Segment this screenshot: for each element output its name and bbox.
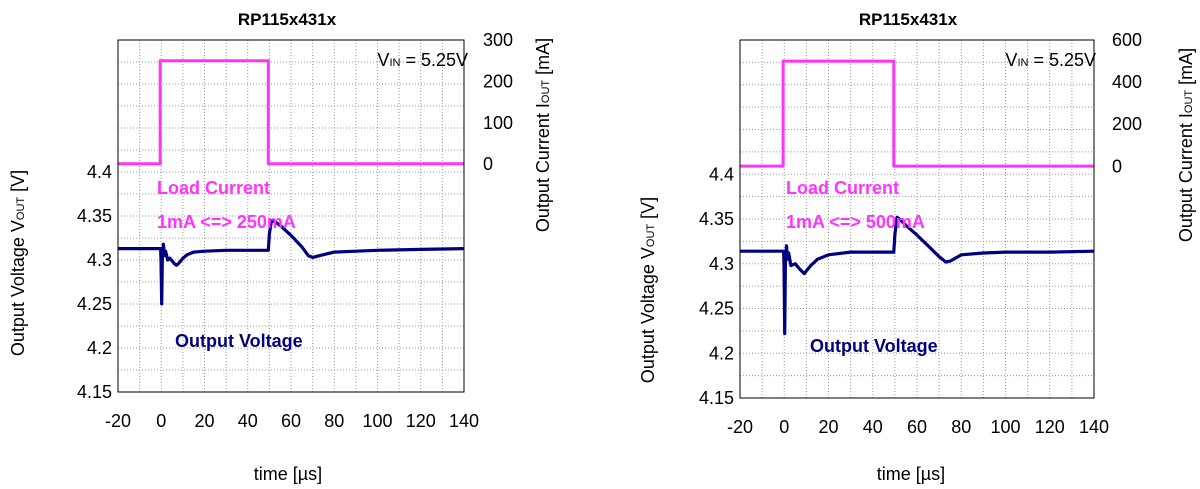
series-line-output-voltage (740, 215, 1095, 336)
x-tick-label: 120 (1035, 417, 1065, 437)
y-left-tick-label: 4.3 (87, 250, 112, 270)
annotation-load-current: Load Current (157, 178, 270, 198)
x-tick-label: 80 (951, 417, 971, 437)
y-right-tick-label: 600 (1112, 30, 1142, 50)
annotation-load-current: Load Current (786, 178, 899, 198)
y-left-tick-label: 4.35 (77, 206, 112, 226)
x-tick-label: 0 (156, 411, 166, 431)
grid (118, 40, 464, 392)
grid (740, 40, 1094, 398)
annotation-output-voltage: Output Voltage (175, 331, 303, 351)
y-left-tick-label: 4.3 (709, 254, 734, 274)
y-right-tick-label: 0 (483, 154, 493, 174)
x-tick-label: 100 (990, 417, 1020, 437)
x-tick-label: 60 (907, 417, 927, 437)
y-left-tick-label: 4.15 (699, 388, 734, 408)
y-left-tick-label: 4.25 (77, 294, 112, 314)
x-tick-label: 140 (449, 411, 479, 431)
y-left-tick-label: 4.15 (77, 382, 112, 402)
series-line-load-current (118, 59, 464, 166)
y-left-tick-label: 4.2 (87, 338, 112, 358)
chart-left: RP115x431x VIN = 5.25V -20 0 20 40 60 80 100 120 1… (8, 10, 553, 484)
vin-label: VIN = 5.25V (1005, 50, 1096, 70)
y-right-tick-label: 0 (1112, 156, 1122, 176)
x-tick-label: 60 (281, 411, 301, 431)
annotation-output-voltage: Output Voltage (810, 336, 938, 356)
y-axis-left-label: Output Voltage VOUT [V] (8, 170, 28, 356)
x-tick-label: -20 (105, 411, 131, 431)
annotation-load-range: 1mA <=> 500mA (786, 212, 925, 232)
chart-title: RP115x431x (859, 10, 958, 29)
y-left-tick-label: 4.25 (699, 299, 734, 319)
x-axis-label: time [µs] (254, 464, 322, 484)
plot-frame (739, 39, 1095, 399)
chart-right: RP115x431x VIN = 5.25V -20 0 20 40 60 80 100 120 1… (638, 10, 1196, 484)
y-left-tick-label: 4.4 (87, 162, 112, 182)
x-tick-label: -20 (727, 417, 753, 437)
series-line-output-voltage (118, 218, 465, 306)
annotation-load-range: 1mA <=> 250mA (157, 212, 296, 232)
y-axis-left-label: Output Voltage VOUT [V] (638, 197, 658, 383)
y-axis-right-label: Output Current IOUT [mA] (533, 38, 553, 232)
x-tick-label: 140 (1079, 417, 1109, 437)
plot-frame (117, 39, 465, 393)
series-line-load-current (740, 59, 1094, 168)
x-tick-label: 80 (324, 411, 344, 431)
y-right-tick-label: 400 (1112, 72, 1142, 92)
x-tick-label: 120 (406, 411, 436, 431)
y-right-tick-label: 100 (483, 113, 513, 133)
y-left-tick-label: 4.4 (709, 164, 734, 184)
x-tick-label: 40 (863, 417, 883, 437)
y-right-tick-label: 200 (483, 71, 513, 91)
y-left-tick-label: 4.2 (709, 343, 734, 363)
y-right-tick-label: 300 (483, 30, 513, 50)
vin-label: VIN = 5.25V (377, 50, 468, 70)
chart-title: RP115x431x (238, 10, 337, 29)
y-left-tick-label: 4.35 (699, 209, 734, 229)
x-tick-label: 40 (238, 411, 258, 431)
y-axis-right-label: Output Current IOUT [mA] (1176, 48, 1196, 242)
x-tick-label: 20 (818, 417, 838, 437)
x-tick-label: 100 (362, 411, 392, 431)
x-tick-label: 20 (194, 411, 214, 431)
y-right-tick-label: 200 (1112, 114, 1142, 134)
x-tick-label: 0 (779, 417, 789, 437)
x-axis-label: time [µs] (877, 464, 945, 484)
